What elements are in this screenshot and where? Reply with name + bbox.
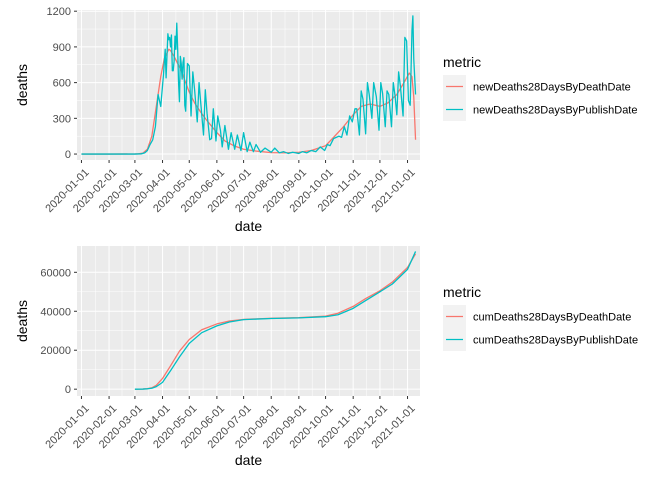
panel-2-y-tick-label: 60000: [40, 267, 71, 279]
panel-1-plot-background: [77, 10, 420, 160]
panel-1-legend-label-1: newDeaths28DaysByDeathDate: [473, 82, 631, 94]
panel-1-series-line-2: [81, 15, 417, 155]
panel-2-series-line-2: [134, 251, 417, 390]
panel-2-y-tick-label: 40000: [40, 306, 71, 318]
panel-2-y-axis-title: deaths: [14, 300, 30, 342]
panel-2-legend-label-2: cumDeaths28DaysByPublishDate: [473, 335, 638, 347]
panel-1-y-tick-label: 600: [53, 78, 71, 90]
panel-1-y-tick-label: 300: [53, 113, 71, 125]
panel-1-y-tick-label: 0: [65, 149, 71, 161]
panel-2-y-tick-label: 0: [65, 384, 71, 396]
panel-2-series-line-1: [134, 253, 417, 390]
panel-2-legend-label-1: cumDeaths28DaysByDeathDate: [473, 312, 631, 324]
panel-1-x-axis-title: date: [235, 218, 262, 234]
panel-2-plot-background: [77, 246, 420, 396]
panel-1-y-tick-label: 1200: [47, 6, 71, 18]
panel-1-y-tick-label: 900: [53, 42, 71, 54]
panel-2-y-tick-label: 20000: [40, 345, 71, 357]
panel-1-legend-label-2: newDeaths28DaysByPublishDate: [473, 105, 637, 117]
panel-1-y-axis-title: deaths: [14, 64, 30, 106]
panel-2-legend-title: metric: [443, 284, 481, 300]
panel-2-x-axis-title: date: [235, 452, 262, 468]
panel-1-legend-title: metric: [443, 54, 481, 70]
